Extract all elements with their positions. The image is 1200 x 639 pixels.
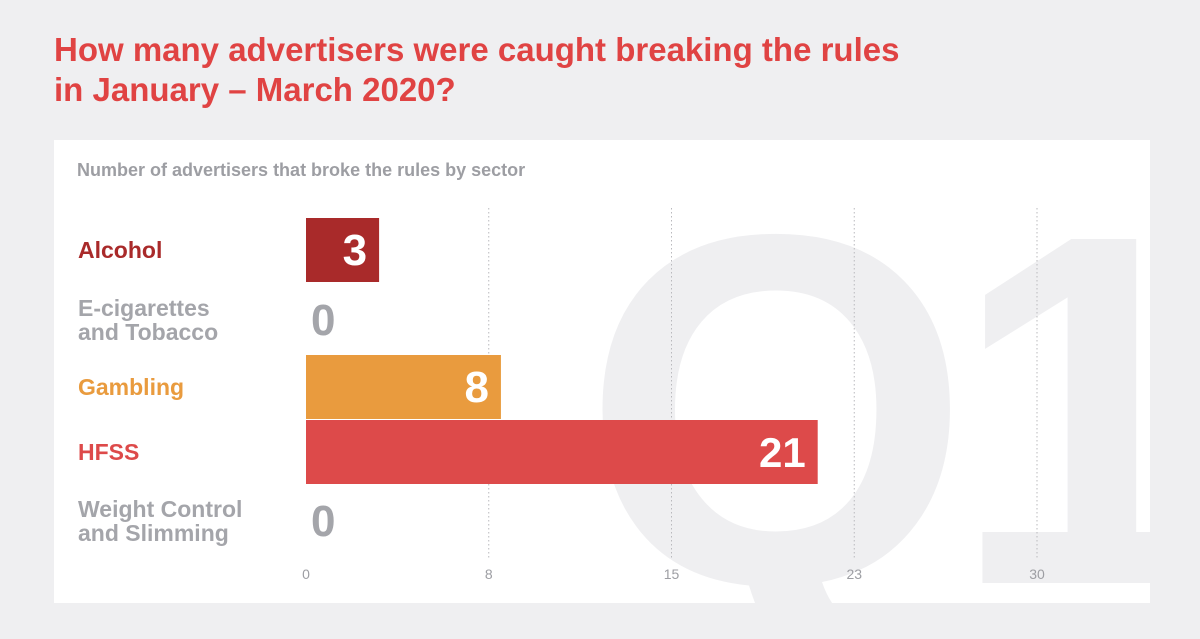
category-label-alcohol: Alcohol <box>78 238 162 262</box>
value-label: 0 <box>311 296 335 345</box>
title-line-1: How many advertisers were caught breakin… <box>54 31 900 68</box>
value-label: 0 <box>311 497 335 546</box>
title-line-2: in January – March 2020? <box>54 71 456 108</box>
page-title: How many advertisers were caught breakin… <box>54 30 1154 110</box>
category-label-weight-control-and-slimming: Weight Control and Slimming <box>78 497 242 545</box>
x-tick-label: 8 <box>485 566 493 582</box>
category-label-line: Gambling <box>78 374 185 400</box>
x-tick-label: 15 <box>664 566 680 582</box>
value-label: 3 <box>343 226 367 275</box>
category-label-line: Weight Control <box>78 496 243 522</box>
x-tick-label: 0 <box>302 566 310 582</box>
chart-card: Q1 Number of advertisers that broke the … <box>54 140 1150 603</box>
category-label-line: E-cigarettes <box>78 295 210 321</box>
category-label-hfss: HFSS <box>78 440 139 464</box>
value-label: 21 <box>759 429 806 476</box>
category-label-e-cigarettes-and-tobacco: E-cigarettes and Tobacco <box>78 296 218 344</box>
category-label-line: Alcohol <box>78 237 163 263</box>
category-label-line: and Tobacco <box>78 319 219 345</box>
bar-gambling <box>306 355 501 419</box>
x-tick-label: 30 <box>1029 566 1045 582</box>
bar-hfss <box>306 420 818 484</box>
chart-subtitle: Number of advertisers that broke the rul… <box>77 160 526 180</box>
category-label-line: HFSS <box>78 439 140 465</box>
q1-watermark: Q1 <box>582 140 1150 604</box>
x-tick-label: 23 <box>846 566 862 582</box>
bar-alcohol <box>306 218 380 282</box>
category-label-gambling: Gambling <box>78 375 184 399</box>
category-label-line: and Slimming <box>78 520 229 546</box>
value-label: 8 <box>464 363 488 412</box>
